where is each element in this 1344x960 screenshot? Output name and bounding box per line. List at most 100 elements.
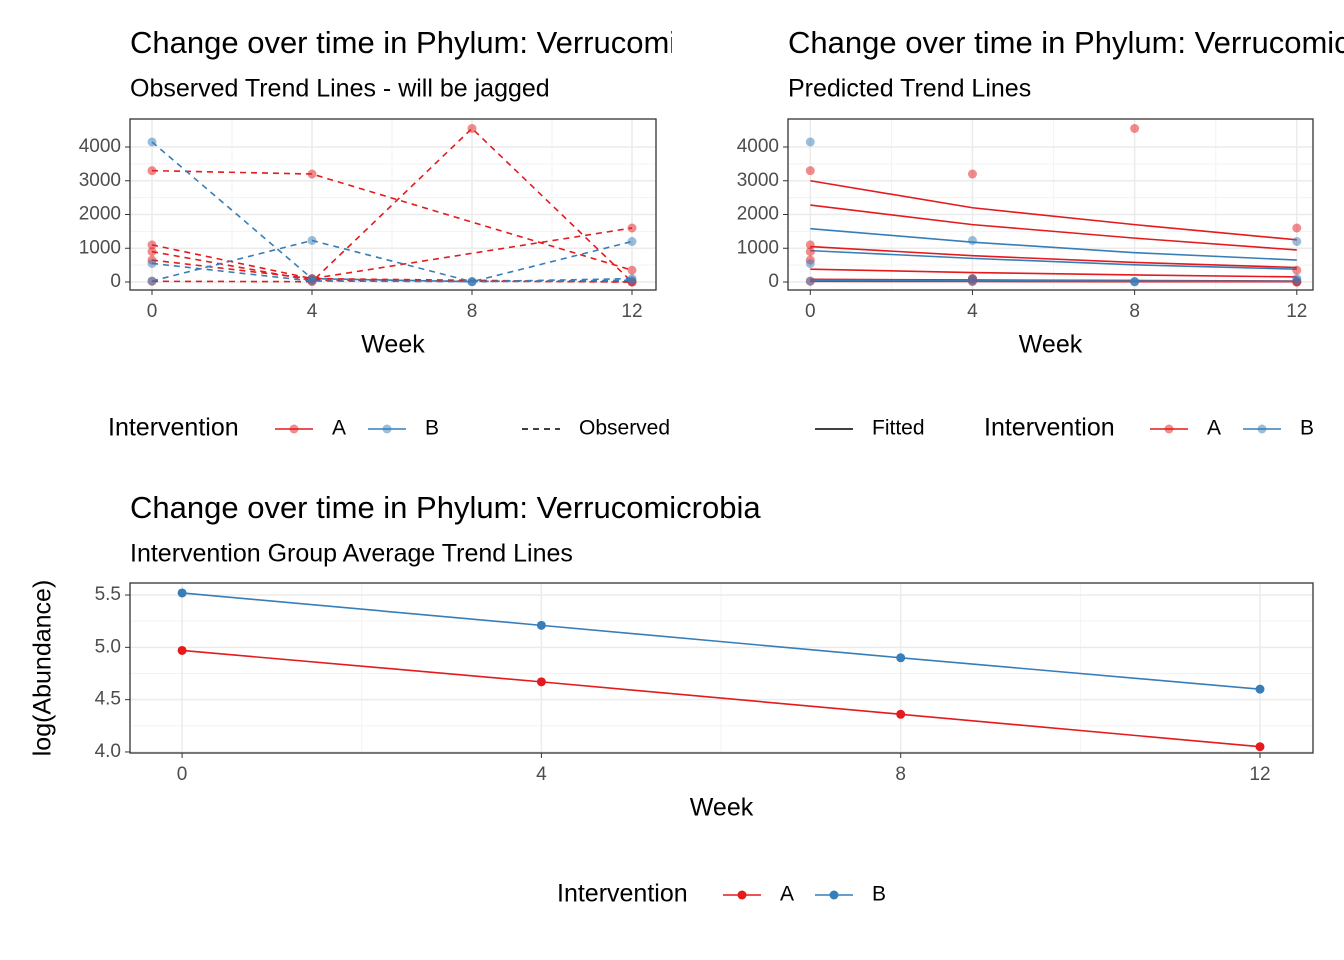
trend-line (151, 239, 633, 283)
data-point (307, 169, 317, 179)
x-tick-label: 12 (1286, 301, 1307, 322)
data-point (147, 276, 157, 286)
y-axis-title: log(Abundance) (29, 580, 57, 757)
legend-label: B (425, 417, 439, 440)
y-tick-label: 5.5 (95, 584, 121, 605)
y-tick-label: 0 (768, 271, 779, 292)
x-tick-label: 4 (536, 764, 547, 785)
y-tick-label: 1000 (79, 237, 121, 258)
y-tick-label: 5.0 (95, 636, 121, 657)
y-tick-label: 3000 (79, 170, 121, 191)
legend-key-point (737, 890, 747, 900)
data-point (467, 123, 477, 133)
data-point (307, 276, 317, 286)
legend-key-point (289, 424, 299, 434)
trend-line (810, 268, 1297, 278)
data-point (1130, 123, 1140, 133)
chart-title: Change over time in Phylum: Verrucomicro… (130, 490, 761, 525)
data-point (627, 275, 637, 285)
legend-label: A (780, 883, 794, 906)
panel (788, 119, 1313, 290)
data-point (1292, 265, 1302, 275)
panel-border (787, 118, 1314, 291)
x-tick-label: 4 (967, 301, 978, 322)
legend-key-point (829, 890, 839, 900)
y-tick-label: 0 (110, 271, 121, 292)
panel-border (129, 118, 657, 291)
x-axis-title: Week (1019, 331, 1083, 359)
data-point (307, 235, 317, 245)
data-point (536, 677, 546, 687)
data-point (805, 137, 815, 147)
y-tick-label: 4.0 (95, 741, 121, 762)
data-point (967, 276, 977, 286)
trend-line (182, 649, 1261, 748)
data-point (896, 653, 906, 663)
data-point (467, 277, 477, 287)
y-tick-label: 2000 (737, 204, 779, 225)
panel-border (129, 582, 1314, 754)
data-point (536, 620, 546, 630)
x-axis-title: Week (690, 794, 754, 822)
data-point (1292, 223, 1302, 233)
data-point (627, 265, 637, 275)
x-tick-label: 8 (467, 301, 478, 322)
data-point (896, 709, 906, 719)
legend-label: Fitted (872, 417, 925, 440)
y-tick-label: 4000 (79, 136, 121, 157)
data-point (805, 258, 815, 268)
x-tick-label: 0 (147, 301, 158, 322)
y-tick-label: 1000 (737, 237, 779, 258)
data-point (1292, 237, 1302, 247)
trend-line (810, 204, 1297, 251)
panel (130, 119, 656, 290)
data-point (177, 645, 187, 655)
data-point (147, 240, 157, 250)
legend-title: Intervention (108, 414, 239, 442)
trend-line (151, 262, 633, 283)
data-point (147, 258, 157, 268)
legend-label: A (332, 417, 346, 440)
data-point (805, 276, 815, 286)
x-tick-label: 12 (1249, 764, 1270, 785)
data-point (177, 588, 187, 598)
data-point (805, 240, 815, 250)
legend-label: B (1300, 417, 1314, 440)
legend-label: A (1207, 417, 1221, 440)
y-tick-label: 4000 (737, 136, 779, 157)
data-point (1292, 275, 1302, 285)
x-tick-label: 12 (621, 301, 642, 322)
data-point (627, 223, 637, 233)
trend-line (810, 179, 1297, 241)
chart-subtitle: Observed Trend Lines - will be jagged (130, 75, 550, 103)
data-point (1255, 742, 1265, 752)
y-tick-label: 3000 (737, 170, 779, 191)
data-point (627, 237, 637, 247)
trend-line (810, 245, 1297, 269)
x-axis-title: Week (361, 331, 425, 359)
data-point (147, 166, 157, 176)
data-point (1130, 277, 1140, 287)
data-point (805, 247, 815, 257)
trend-line (151, 127, 633, 283)
legend-key-point (382, 424, 392, 434)
x-tick-label: 8 (1129, 301, 1140, 322)
trend-line (810, 249, 1297, 270)
trend-line (810, 279, 1297, 283)
data-point (147, 137, 157, 147)
legend: Intervention A B Observed (108, 414, 670, 442)
chart-title: Change over time in Phylum: Verrucomicro… (130, 25, 761, 60)
trend-line (810, 227, 1297, 261)
legend-title: Intervention (557, 880, 688, 908)
y-tick-label: 4.5 (95, 689, 121, 710)
legend-label: B (872, 883, 886, 906)
chart-title: Change over time in Phylum: Verrucomicro… (788, 25, 1344, 60)
x-tick-label: 0 (805, 301, 816, 322)
trend-line (182, 592, 1261, 690)
data-point (147, 247, 157, 257)
legend-key-point (1164, 424, 1174, 434)
x-tick-label: 8 (895, 764, 906, 785)
y-tick-label: 2000 (79, 204, 121, 225)
chart-subtitle: Intervention Group Average Trend Lines (130, 540, 573, 568)
